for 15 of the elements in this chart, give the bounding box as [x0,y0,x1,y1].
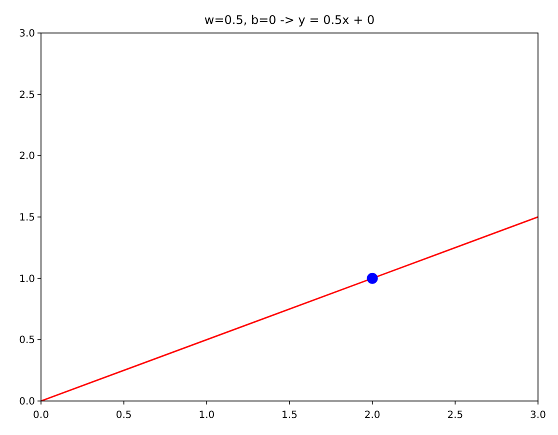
y-tick-label: 0.5 [19,335,35,346]
y-tick-label: 1.5 [19,212,35,224]
y-tick-label: 2.5 [19,90,35,101]
y-tick-label: 0.0 [19,396,35,408]
y-tick-label: 2.0 [19,151,35,162]
y-tick-label: 3.0 [19,28,35,40]
x-tick-label: 0.5 [116,410,132,421]
x-tick-label: 2.0 [364,410,380,421]
x-tick-label: 1.0 [198,410,215,421]
x-tick-label: 0.0 [33,410,49,421]
chart-title: w=0.5, b=0 -> y = 0.5x + 0 [204,13,375,27]
x-tick-label: 2.5 [447,410,464,421]
y-tick-label: 1.0 [19,274,35,285]
x-tick-label: 1.5 [282,410,298,421]
x-tick-label: 3.0 [530,410,546,421]
